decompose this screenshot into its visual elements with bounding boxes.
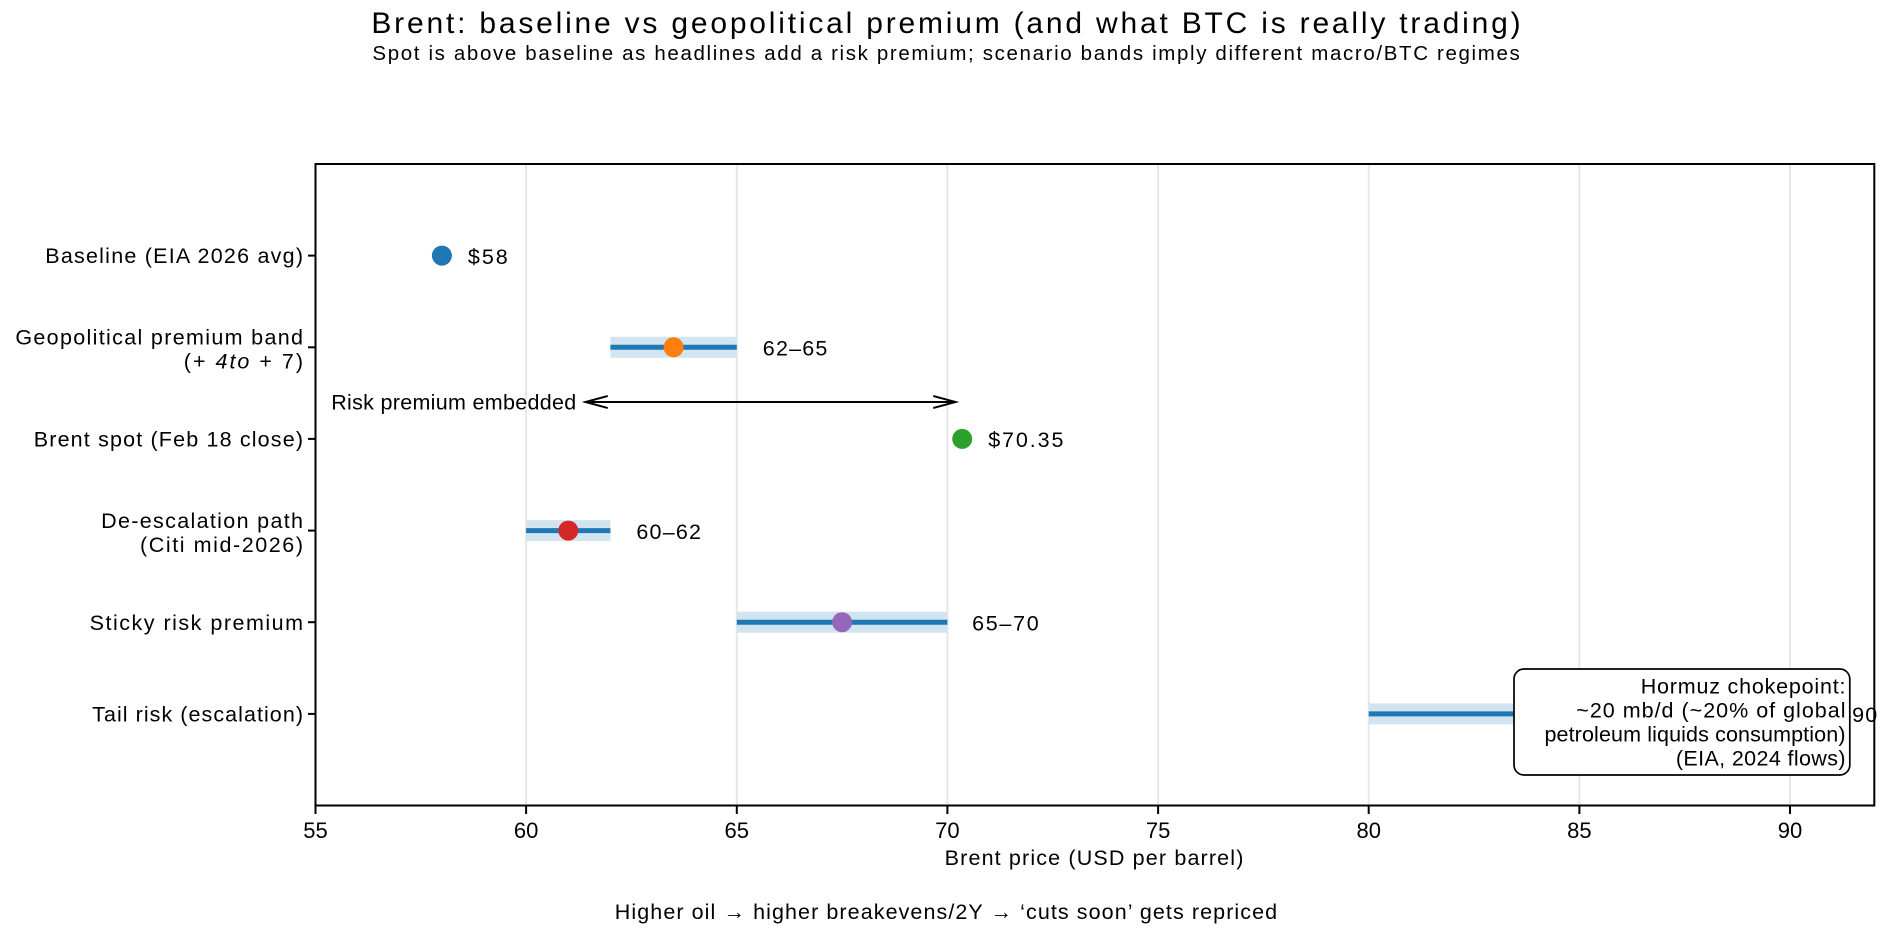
svg-text:(Citi mid-2026): (Citi mid-2026) [140,533,305,557]
svg-text:Geopolitical premium band: Geopolitical premium band [15,326,304,350]
svg-text:65–70: 65–70 [972,612,1040,636]
svg-text:$70.35: $70.35 [988,428,1065,452]
svg-text:Brent spot (Feb 18 close): Brent spot (Feb 18 close) [34,428,304,452]
svg-text:75: 75 [1146,818,1170,843]
svg-text:85: 85 [1567,818,1591,843]
svg-text:Hormuz chokepoint:: Hormuz chokepoint: [1641,675,1847,699]
svg-text:70: 70 [935,818,959,843]
svg-text:Brent: baseline vs geopolitica: Brent: baseline vs geopolitical premium … [371,7,1523,40]
svg-text:Spot is above baseline as head: Spot is above baseline as headlines add … [372,42,1521,65]
svg-text:80: 80 [1356,818,1380,843]
svg-text:Brent price (USD per barrel): Brent price (USD per barrel) [945,846,1245,870]
svg-text:(EIA, 2024 flows): (EIA, 2024 flows) [1676,747,1846,771]
svg-text:60–62: 60–62 [636,520,702,544]
svg-text:Baseline (EIA 2026 avg): Baseline (EIA 2026 avg) [45,244,304,268]
svg-text:65: 65 [725,818,749,843]
svg-text:Risk premium embedded: Risk premium embedded [331,390,576,414]
svg-text:55: 55 [303,818,327,843]
svg-text:$58: $58 [468,245,510,269]
svg-text:Higher oil → higher breakevens: Higher oil → higher breakevens/2Y → ‘cut… [615,900,1278,924]
svg-text:Tail risk (escalation): Tail risk (escalation) [92,703,304,727]
svg-text:90: 90 [1778,818,1802,843]
svg-text:(+ 4to + 7): (+ 4to + 7) [184,350,305,374]
svg-text:62–65: 62–65 [763,337,829,361]
svg-text:60: 60 [514,818,538,843]
svg-text:Sticky risk premium: Sticky risk premium [90,611,305,635]
svg-text:~20 mb/d (~20% of global: ~20 mb/d (~20% of global [1576,699,1846,723]
svg-text:petroleum liquids consumption): petroleum liquids consumption) [1544,723,1845,747]
svg-text:De-escalation path: De-escalation path [101,509,304,533]
